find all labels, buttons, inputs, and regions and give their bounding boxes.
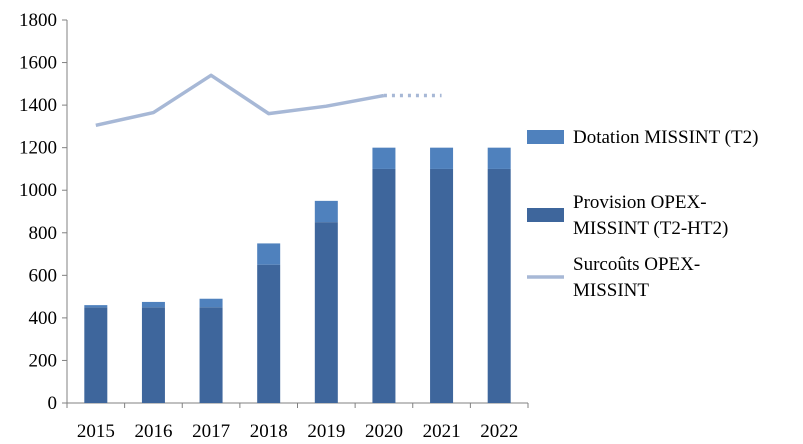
x-tick-label: 2016 [134,421,172,442]
y-tick-label: 1200 [19,138,57,159]
y-tick-label: 200 [29,350,58,371]
legend-swatch [527,130,564,144]
legend-label: Surcoûts OPEX- [573,254,700,275]
bar-dotation [314,200,338,223]
x-tick-label: 2022 [480,421,518,442]
bar-dotation [487,147,511,169]
bar-provision [84,307,108,403]
y-tick-label: 1400 [19,95,57,116]
bar-provision [257,264,281,403]
line-series [95,73,442,128]
bars [84,147,511,403]
axes: 0 200 400 600 800 1000 1200 1400 1600 1800 2015 201… [19,10,529,442]
bar-provision [372,168,396,403]
legend-label: MISSINT [573,280,649,301]
bar-dotation [372,147,396,169]
bar-dotation [84,305,108,308]
bar-dotation [257,243,281,265]
bar-dotation [141,301,165,308]
bar-provision [487,168,511,403]
y-tick-label: 1600 [19,53,57,74]
y-tick-label: 800 [29,223,58,244]
x-tick-label: 2020 [365,421,403,442]
x-tick-label: 2015 [77,421,115,442]
y-tick-label: 1800 [19,10,57,31]
legend-swatch [527,208,564,222]
bar-dotation [430,147,454,169]
legend-label: MISSINT (T2-HT2) [573,218,728,239]
bar-provision [430,168,454,403]
x-tick-label: 2017 [192,421,230,442]
legend: Dotation MISSINT (T2) Provision OPEX- MISS… [527,127,758,301]
bar-provision [199,307,223,403]
x-tick-label: 2018 [250,421,288,442]
legend-label: Dotation MISSINT (T2) [573,127,758,148]
y-tick-label: 0 [48,393,58,414]
y-tick-label: 400 [29,308,58,329]
line-surcouts [95,73,385,128]
bar-dotation [199,298,223,308]
x-tick-label: 2021 [423,421,461,442]
legend-label: Provision OPEX- [573,192,707,213]
bar-provision [314,222,338,403]
y-tick-label: 1000 [19,180,57,201]
x-tick-label: 2019 [307,421,345,442]
y-tick-label: 600 [29,265,58,286]
bar-provision [141,307,165,403]
